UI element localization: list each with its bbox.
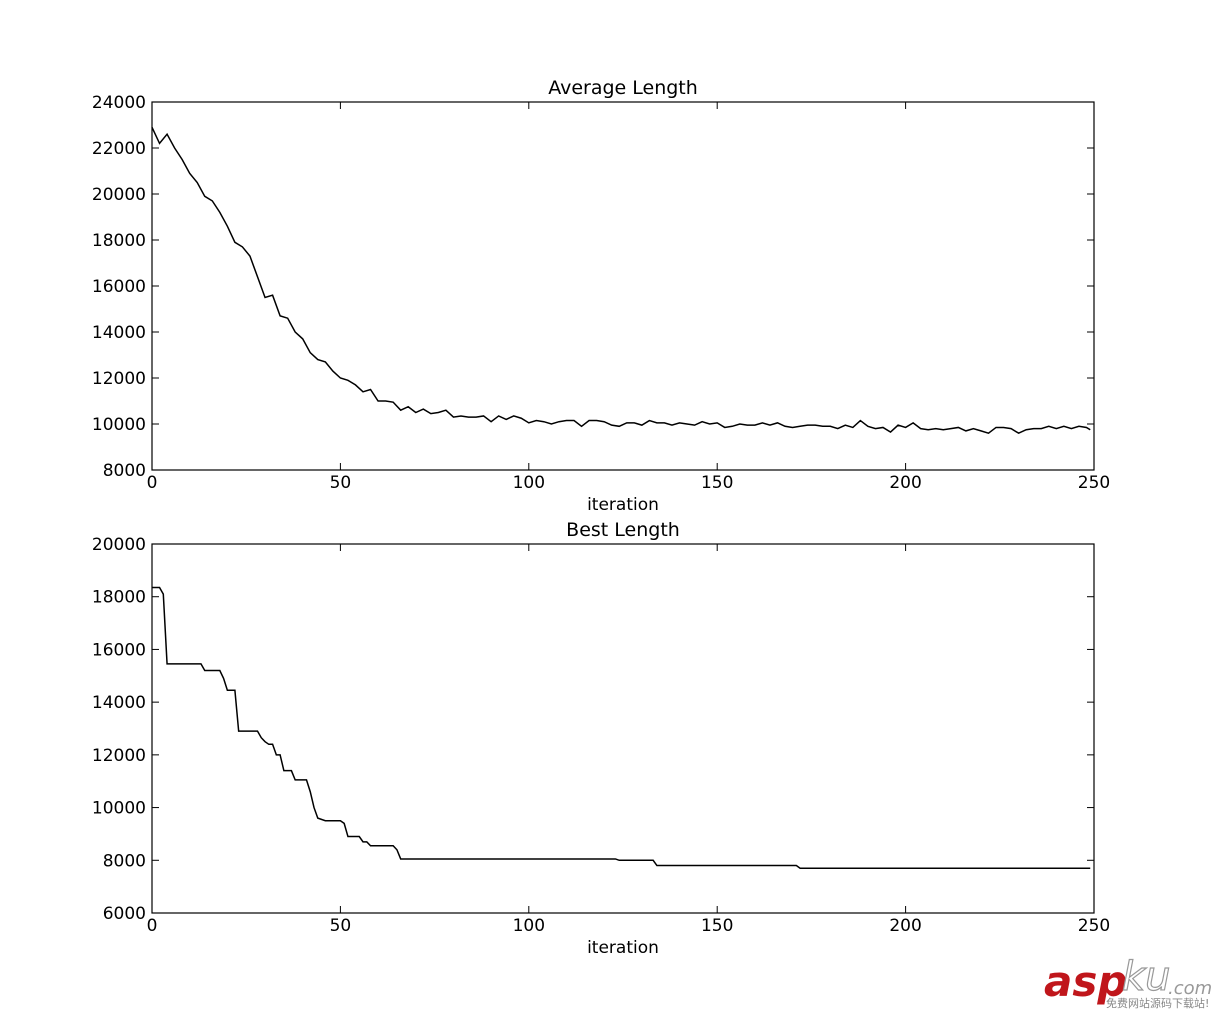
chart-title: Average Length (548, 77, 698, 99)
x-tick-label: 100 (513, 473, 545, 493)
y-tick-label: 12000 (92, 746, 146, 766)
y-tick-label: 8000 (103, 851, 146, 871)
y-tick-label: 14000 (92, 323, 146, 343)
x-axis-label: iteration (587, 495, 659, 515)
watermark-brand: asp (1044, 957, 1127, 1006)
y-tick-label: 10000 (92, 415, 146, 435)
y-tick-label: 18000 (92, 588, 146, 608)
data-line (152, 586, 1091, 869)
watermark-suffix: .com (1168, 978, 1212, 999)
x-tick-label: 150 (701, 473, 733, 493)
x-tick-label: 200 (889, 473, 921, 493)
subplot: Average Length iteration 0 50 100 150 200 250 80… (92, 77, 1110, 515)
x-tick-label: 150 (701, 916, 733, 936)
x-tick-label: 250 (1078, 473, 1110, 493)
x-tick-label: 0 (147, 916, 158, 936)
y-tick-label: 12000 (92, 369, 146, 389)
y-tick-label: 22000 (92, 139, 146, 159)
plot-frame (151, 101, 1095, 471)
watermark: asp ku .com 免费网站源码下载站! (1044, 953, 1212, 1010)
y-tick-label: 24000 (92, 93, 146, 113)
watermark-brand2: ku (1122, 954, 1171, 1000)
x-tick-label: 50 (330, 473, 352, 493)
x-axis-label: iteration (587, 938, 659, 958)
y-tick-label: 20000 (92, 535, 146, 555)
x-tick-label: 100 (513, 916, 545, 936)
chart-title: Best Length (566, 519, 680, 541)
x-tick-label: 50 (330, 916, 352, 936)
y-tick-label: 10000 (92, 799, 146, 819)
y-tick-label: 8000 (103, 461, 146, 481)
y-tick-label: 16000 (92, 640, 146, 660)
x-tick-label: 0 (147, 473, 158, 493)
subplot: Best Length iteration 0 50 100 150 200 250 6000 8… (92, 519, 1110, 958)
y-tick-label: 16000 (92, 277, 146, 297)
y-tick-label: 20000 (92, 185, 146, 205)
data-line (151, 126, 1091, 435)
y-tick-label: 14000 (92, 693, 146, 713)
x-tick-label: 200 (889, 916, 921, 936)
plot-frame (151, 543, 1095, 914)
y-tick-label: 6000 (103, 904, 146, 924)
x-tick-label: 250 (1078, 916, 1110, 936)
watermark-tagline: 免费网站源码下载站! (1106, 996, 1209, 1010)
y-tick-label: 18000 (92, 231, 146, 251)
